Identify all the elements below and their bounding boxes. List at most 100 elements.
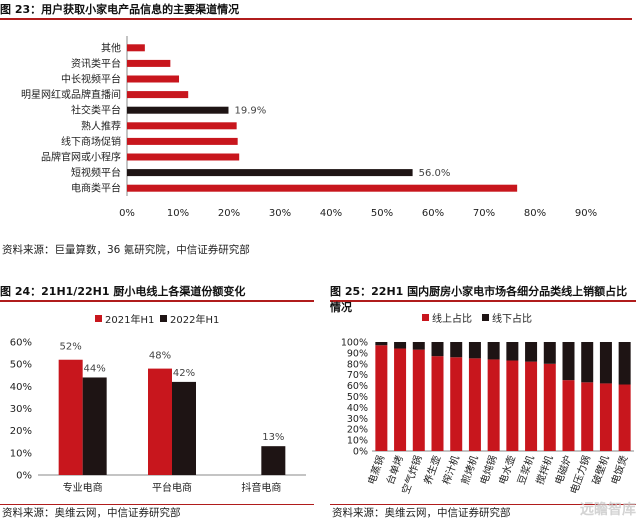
fig25-y-tick-label: 10% bbox=[347, 436, 368, 447]
fig24-bar bbox=[172, 381, 196, 475]
fig23-bar bbox=[127, 44, 145, 52]
fig24-y-tick-label: 0% bbox=[16, 471, 32, 482]
fig25-bar-segment bbox=[375, 342, 388, 346]
fig25-y-tick-label: 60% bbox=[347, 381, 368, 392]
fig23-category-label: 熟人推荐 bbox=[81, 119, 121, 132]
fig23-x-tick-label: 30% bbox=[269, 208, 291, 219]
fig25-bar-segment bbox=[394, 348, 407, 451]
fig25-bar-segment bbox=[562, 380, 575, 451]
fig25-category-label: 电蒸锅 bbox=[365, 454, 387, 487]
fig23-bar bbox=[127, 59, 171, 67]
fig25-title: 图 25：22H1 国内厨房小家电市场各细分品类线上销额占比情况 bbox=[330, 284, 636, 314]
fig25-bar-segment bbox=[487, 342, 500, 360]
fig25-y-tick-label: 30% bbox=[347, 414, 368, 425]
fig23-x-tick-label: 40% bbox=[320, 208, 342, 219]
fig25-y-tick-label: 100% bbox=[341, 338, 368, 349]
fig23-data-label: 19.9% bbox=[234, 106, 266, 117]
fig24-data-label: 48% bbox=[149, 351, 171, 362]
fig25-bar-segment bbox=[618, 342, 631, 385]
fig25-legend-label: 线下占比 bbox=[492, 312, 532, 325]
fig24-legend-label: 2022年H1 bbox=[170, 313, 219, 326]
fig24-y-tick-label: 40% bbox=[10, 382, 32, 393]
fig24-y-tick-label: 50% bbox=[10, 360, 32, 371]
fig23-x-tick-label: 10% bbox=[167, 208, 189, 219]
fig23-bar bbox=[127, 169, 413, 177]
fig25-bar-segment bbox=[525, 361, 538, 451]
fig24-bar bbox=[58, 359, 83, 475]
fig25-bar-segment bbox=[599, 383, 612, 451]
fig25-y-tick-label: 40% bbox=[347, 403, 368, 414]
fig23-category-label: 中长视频平台 bbox=[61, 73, 121, 86]
fig25-legend-swatch bbox=[422, 314, 429, 321]
fig25-bar-segment bbox=[506, 342, 519, 361]
fig23-bar bbox=[127, 137, 238, 145]
fig25-bar-segment bbox=[525, 342, 538, 362]
fig24-y-tick-label: 20% bbox=[10, 426, 32, 437]
fig23-bar bbox=[127, 91, 189, 99]
fig25-bar-segment bbox=[412, 342, 425, 350]
fig25-chart: 线上占比 线下占比 0%10%20%30%40%50%60%70%80%90%100… bbox=[341, 312, 634, 496]
fig23-x-tick-label: 80% bbox=[524, 208, 546, 219]
fig24-y-tick-label: 60% bbox=[10, 338, 32, 349]
fig23-x-tick-label: 60% bbox=[422, 208, 444, 219]
fig25-bar-segment bbox=[487, 359, 500, 451]
fig23-bar bbox=[127, 106, 229, 114]
fig25-y-tick-label: 80% bbox=[347, 359, 368, 370]
fig25-bar-segment bbox=[375, 345, 388, 451]
fig23-x-tick-label: 0% bbox=[119, 208, 135, 219]
fig25-bar-segment bbox=[431, 356, 444, 451]
fig25-bar-segment bbox=[450, 342, 463, 358]
fig24-legend-label: 2021年H1 bbox=[105, 313, 154, 326]
fig25-source: 资料来源：奥维云网，中信证券研究部 bbox=[332, 507, 511, 519]
fig24-legend-swatch bbox=[95, 315, 102, 322]
fig24-category-label: 抖音电商 bbox=[241, 481, 281, 494]
fig23-category-label: 明星网红或品牌直播间 bbox=[21, 88, 121, 101]
watermark: 远瞻智库 bbox=[580, 502, 636, 518]
fig23-bar bbox=[127, 153, 240, 161]
fig24-data-label: 13% bbox=[262, 432, 284, 443]
fig24-legend-swatch bbox=[160, 315, 167, 322]
fig25-bar-segment bbox=[431, 342, 444, 357]
fig25-legend-swatch bbox=[482, 314, 489, 321]
fig25-y-tick-label: 50% bbox=[347, 392, 368, 403]
fig23-x-tick-label: 20% bbox=[218, 208, 240, 219]
fig23-category-label: 线下商场促销 bbox=[61, 135, 121, 148]
fig25-bar-segment bbox=[543, 363, 556, 451]
fig25-bar-segment bbox=[394, 342, 407, 349]
fig23-data-label: 56.0% bbox=[419, 168, 451, 179]
fig25-legend-label: 线上占比 bbox=[432, 312, 472, 325]
fig24-title: 图 24：21H1/22H1 厨小电线上各渠道份额变化 bbox=[0, 284, 314, 302]
fig24-y-tick-label: 10% bbox=[10, 448, 32, 459]
fig24-chart: 2021年H1 2022年H1 0% 10% 20% 30% 40% 50% 60% 52%44%… bbox=[10, 313, 306, 494]
fig23-x-tick-label: 90% bbox=[575, 208, 597, 219]
fig23-category-label: 社交类平台 bbox=[71, 104, 121, 117]
fig25-y-tick-label: 20% bbox=[347, 425, 368, 436]
fig25-y-tick-label: 70% bbox=[347, 370, 368, 381]
fig24-bar bbox=[82, 377, 107, 475]
fig24-category-label: 平台电商 bbox=[152, 481, 192, 494]
fig24-bar bbox=[148, 368, 172, 475]
fig25-bar-segment bbox=[618, 384, 631, 451]
fig23-bar bbox=[127, 122, 237, 130]
fig24-bottom-rule bbox=[0, 504, 314, 505]
fig25-y-tick-label: 0% bbox=[353, 447, 368, 458]
fig23-bar bbox=[127, 184, 518, 192]
fig25-bar-segment bbox=[562, 342, 575, 381]
fig23-title: 图 23：用户获取小家电产品信息的主要渠道情况 bbox=[0, 2, 632, 20]
fig24-source: 资料来源：奥维云网，中信证券研究部 bbox=[2, 507, 181, 519]
fig24-data-label: 42% bbox=[173, 368, 195, 379]
fig24-bar bbox=[261, 446, 286, 475]
fig25-bottom-rule bbox=[330, 504, 636, 505]
fig25-bar-segment bbox=[581, 342, 594, 383]
fig23-category-label: 短视频平台 bbox=[71, 166, 121, 179]
fig23-category-label: 电商类平台 bbox=[71, 182, 121, 195]
fig25-bar-segment bbox=[599, 342, 612, 384]
fig25-bar-segment bbox=[506, 360, 519, 451]
fig23-x-tick-label: 70% bbox=[473, 208, 495, 219]
fig23-source: 资料来源：巨量算数，36 氪研究院，中信证券研究部 bbox=[2, 244, 250, 256]
fig25-bar-segment bbox=[450, 357, 463, 451]
fig25-bar-segment bbox=[412, 349, 425, 451]
fig25-bar-segment bbox=[468, 358, 481, 451]
fig25-bar-segment bbox=[581, 382, 594, 451]
